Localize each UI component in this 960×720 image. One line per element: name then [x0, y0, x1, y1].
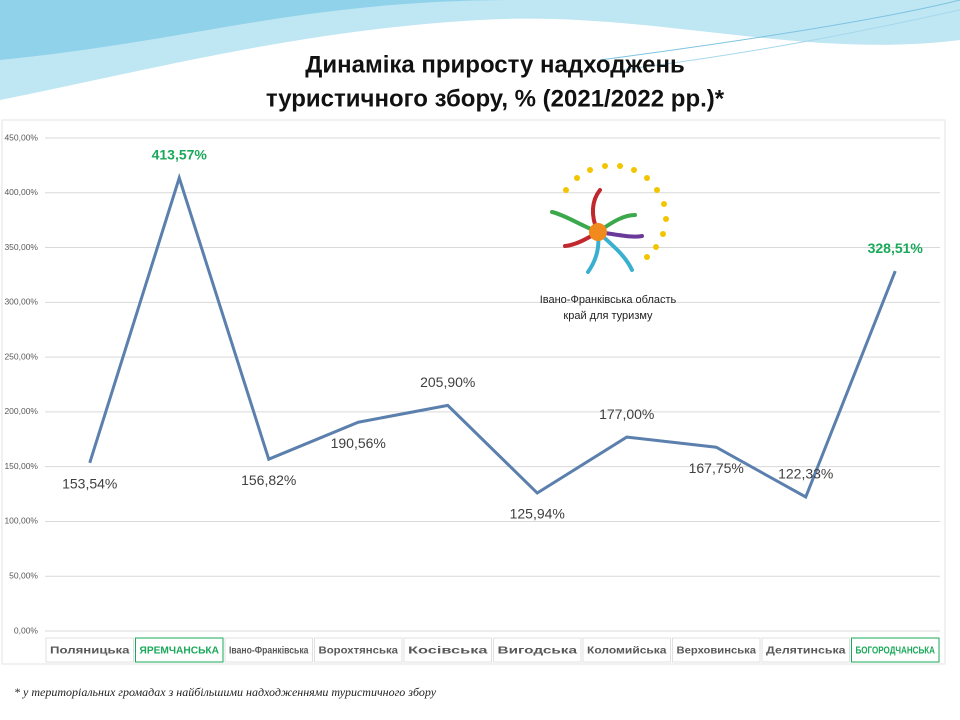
- logo-stars: [563, 163, 669, 260]
- value-label: 328,51%: [868, 240, 924, 256]
- y-tick-label: 350,00%: [4, 242, 38, 252]
- logo-center: [589, 223, 607, 241]
- value-label: 156,82%: [241, 472, 296, 488]
- category-cell: [403, 637, 492, 663]
- value-label: 153,54%: [62, 475, 117, 491]
- y-tick-label: 100,00%: [4, 516, 38, 526]
- footnote: * у територіальних громадах з найбільшим…: [14, 685, 437, 699]
- logo-text: край для туризму: [563, 310, 653, 322]
- y-tick-label: 450,00%: [4, 132, 38, 142]
- category-cell: [45, 637, 134, 663]
- wave-line: [599, 0, 960, 61]
- category-cell: [314, 637, 403, 663]
- category-cell: [851, 637, 940, 663]
- y-tick-label: 50,00%: [9, 570, 38, 580]
- x-tick-label: Верховинська: [677, 646, 757, 657]
- x-tick-label: Косівська: [408, 646, 488, 657]
- wave-bg: [0, 0, 520, 60]
- chart-subtitle: туристичного збору, % (2021/2022 рр.)*: [266, 85, 725, 112]
- value-label: 122,33%: [778, 466, 833, 482]
- plot-frame: [1, 119, 946, 665]
- data-line: [88, 172, 897, 500]
- chart-title: Динаміка приросту надходжень: [305, 51, 684, 78]
- x-tick-label: БОГОРОДЧАНСЬКА: [856, 646, 936, 657]
- x-tick-label: Івано-Франківська: [229, 646, 309, 657]
- category-cell: [493, 637, 582, 663]
- wave-bg: [0, 0, 960, 100]
- y-tick-label: 200,00%: [4, 406, 38, 416]
- logo: Івано-Франківська область край для туриз…: [540, 163, 677, 322]
- x-tick-label: Вигодська: [498, 646, 578, 657]
- y-tick-label: 150,00%: [4, 461, 38, 471]
- x-tick-label: Ворохтянська: [319, 646, 399, 657]
- category-cell: [582, 637, 671, 663]
- x-tick-label: Делятинська: [766, 646, 846, 657]
- x-tick-label: ЯРЕМЧАНСЬКА: [140, 646, 220, 657]
- value-label: 190,56%: [331, 435, 386, 451]
- y-tick-label: 250,00%: [4, 351, 38, 361]
- category-cell: [761, 637, 850, 663]
- value-label: 413,57%: [152, 147, 208, 163]
- wave-line: [619, 9, 960, 71]
- value-label: 167,75%: [689, 460, 744, 476]
- category-cell: [224, 637, 313, 663]
- x-tick-label: Поляницька: [50, 646, 130, 657]
- x-tick-label: Коломийська: [587, 646, 667, 657]
- y-tick-label: 0,00%: [14, 625, 39, 635]
- y-tick-label: 400,00%: [4, 187, 38, 197]
- value-label: 205,90%: [420, 374, 475, 390]
- logo-text: Івано-Франківська область: [540, 294, 677, 306]
- category-cell: [672, 637, 761, 663]
- y-tick-label: 300,00%: [4, 297, 38, 307]
- category-cell: [135, 637, 224, 663]
- value-label: 177,00%: [599, 406, 654, 422]
- value-label: 125,94%: [510, 506, 565, 522]
